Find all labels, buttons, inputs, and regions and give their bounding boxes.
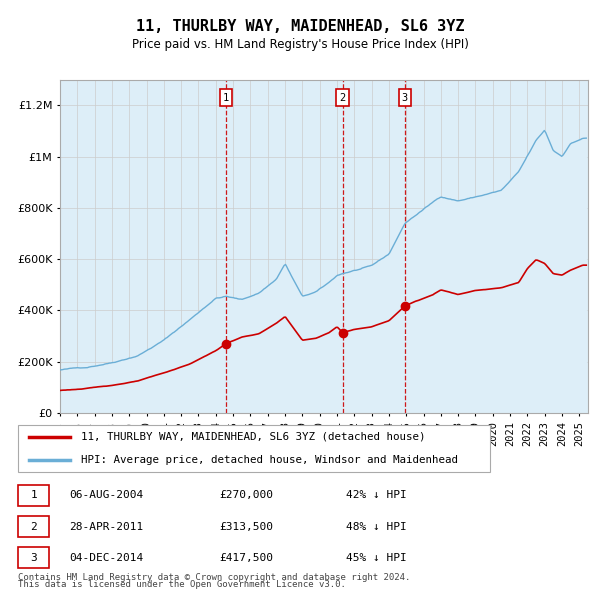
Text: £270,000: £270,000 bbox=[220, 490, 274, 500]
FancyBboxPatch shape bbox=[18, 547, 49, 568]
Text: £417,500: £417,500 bbox=[220, 553, 274, 563]
Text: 06-AUG-2004: 06-AUG-2004 bbox=[70, 490, 144, 500]
Text: 42% ↓ HPI: 42% ↓ HPI bbox=[346, 490, 407, 500]
Text: 1: 1 bbox=[30, 490, 37, 500]
FancyBboxPatch shape bbox=[18, 425, 490, 472]
Text: 45% ↓ HPI: 45% ↓ HPI bbox=[346, 553, 407, 563]
Text: 11, THURLBY WAY, MAIDENHEAD, SL6 3YZ: 11, THURLBY WAY, MAIDENHEAD, SL6 3YZ bbox=[136, 19, 464, 34]
Text: 04-DEC-2014: 04-DEC-2014 bbox=[70, 553, 144, 563]
Text: 28-APR-2011: 28-APR-2011 bbox=[70, 522, 144, 532]
Text: This data is licensed under the Open Government Licence v3.0.: This data is licensed under the Open Gov… bbox=[18, 581, 346, 589]
Text: 3: 3 bbox=[402, 93, 408, 103]
FancyBboxPatch shape bbox=[18, 516, 49, 537]
Text: 1: 1 bbox=[223, 93, 229, 103]
Text: 2: 2 bbox=[340, 93, 346, 103]
Text: 48% ↓ HPI: 48% ↓ HPI bbox=[346, 522, 407, 532]
Text: 2: 2 bbox=[30, 522, 37, 532]
FancyBboxPatch shape bbox=[18, 485, 49, 506]
Text: 11, THURLBY WAY, MAIDENHEAD, SL6 3YZ (detached house): 11, THURLBY WAY, MAIDENHEAD, SL6 3YZ (de… bbox=[81, 432, 425, 442]
Text: Contains HM Land Registry data © Crown copyright and database right 2024.: Contains HM Land Registry data © Crown c… bbox=[18, 573, 410, 582]
Text: Price paid vs. HM Land Registry's House Price Index (HPI): Price paid vs. HM Land Registry's House … bbox=[131, 38, 469, 51]
Text: 3: 3 bbox=[30, 553, 37, 563]
Text: £313,500: £313,500 bbox=[220, 522, 274, 532]
Text: HPI: Average price, detached house, Windsor and Maidenhead: HPI: Average price, detached house, Wind… bbox=[81, 455, 458, 465]
